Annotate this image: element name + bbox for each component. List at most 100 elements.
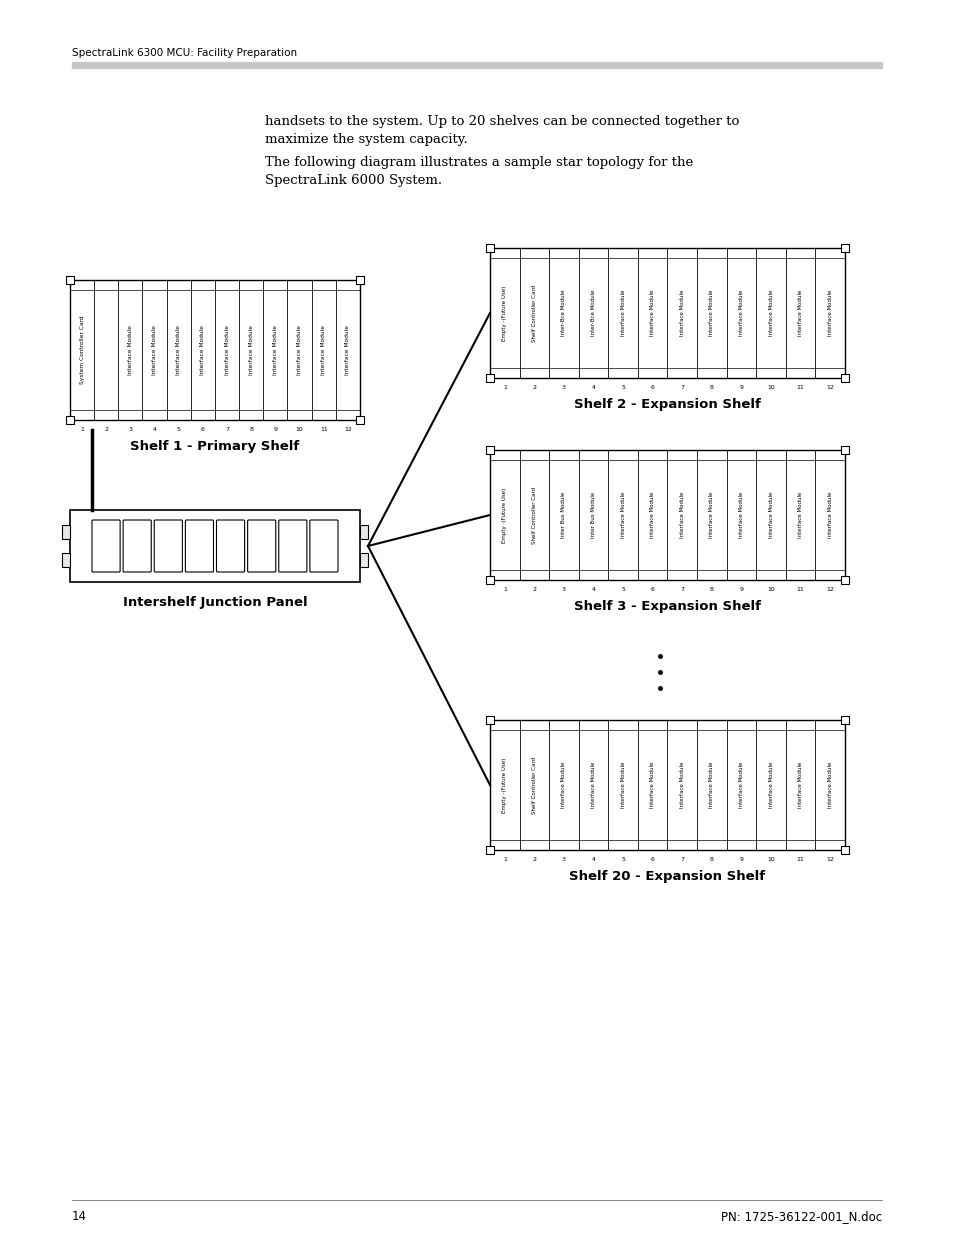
Text: Interface Module: Interface Module bbox=[345, 325, 350, 375]
Text: 11: 11 bbox=[796, 587, 803, 592]
Text: Interface Module: Interface Module bbox=[561, 762, 566, 808]
Bar bbox=[66, 275, 74, 284]
Text: 11: 11 bbox=[796, 857, 803, 862]
Bar bbox=[62, 525, 70, 538]
Text: Interface Module: Interface Module bbox=[709, 492, 714, 538]
Bar bbox=[62, 553, 70, 567]
Text: Empty -(Future Use): Empty -(Future Use) bbox=[502, 488, 507, 542]
Bar bbox=[485, 245, 494, 252]
Text: Interface Module: Interface Module bbox=[768, 290, 773, 336]
Text: 12: 12 bbox=[825, 385, 833, 390]
Text: Empty -(Future Use): Empty -(Future Use) bbox=[502, 285, 507, 341]
Text: 4: 4 bbox=[591, 857, 595, 862]
Bar bbox=[70, 280, 359, 420]
Text: 2: 2 bbox=[532, 857, 536, 862]
Text: 11: 11 bbox=[319, 427, 327, 432]
Text: 10: 10 bbox=[766, 587, 774, 592]
Text: 5: 5 bbox=[176, 427, 180, 432]
FancyBboxPatch shape bbox=[278, 520, 307, 572]
Text: 5: 5 bbox=[620, 587, 624, 592]
Text: 5: 5 bbox=[620, 385, 624, 390]
Bar bbox=[359, 553, 368, 567]
Bar bbox=[841, 374, 848, 382]
Text: 4: 4 bbox=[591, 385, 595, 390]
Text: 7: 7 bbox=[679, 857, 683, 862]
Text: 2: 2 bbox=[104, 427, 108, 432]
Bar bbox=[355, 416, 364, 424]
Text: Interface Module: Interface Module bbox=[709, 762, 714, 808]
Text: Interface Module: Interface Module bbox=[224, 325, 230, 375]
Text: Interface Module: Interface Module bbox=[273, 325, 277, 375]
Text: 2: 2 bbox=[532, 385, 536, 390]
Bar bbox=[841, 576, 848, 584]
Text: 10: 10 bbox=[766, 385, 774, 390]
Text: Interface Module: Interface Module bbox=[798, 492, 802, 538]
Bar bbox=[485, 576, 494, 584]
Bar bbox=[485, 446, 494, 454]
Text: Interface Module: Interface Module bbox=[321, 325, 326, 375]
Text: Interface Module: Interface Module bbox=[176, 325, 181, 375]
Bar bbox=[841, 716, 848, 724]
Text: Shelf Controller Card: Shelf Controller Card bbox=[532, 487, 537, 543]
Text: System Controller Card: System Controller Card bbox=[79, 316, 85, 384]
Text: 12: 12 bbox=[825, 587, 833, 592]
Text: 8: 8 bbox=[709, 857, 713, 862]
FancyBboxPatch shape bbox=[154, 520, 182, 572]
Bar bbox=[359, 525, 368, 538]
Text: Interface Module: Interface Module bbox=[650, 492, 655, 538]
Bar bbox=[70, 510, 359, 582]
Bar bbox=[66, 416, 74, 424]
Text: 4: 4 bbox=[152, 427, 156, 432]
Text: 2: 2 bbox=[532, 587, 536, 592]
Text: Interface Module: Interface Module bbox=[827, 290, 832, 336]
Bar bbox=[485, 716, 494, 724]
Text: 9: 9 bbox=[274, 427, 277, 432]
Text: Interface Module: Interface Module bbox=[296, 325, 302, 375]
FancyBboxPatch shape bbox=[248, 520, 275, 572]
Text: 14: 14 bbox=[71, 1210, 87, 1223]
Bar bbox=[841, 446, 848, 454]
Text: 8: 8 bbox=[249, 427, 253, 432]
Text: 9: 9 bbox=[739, 857, 742, 862]
Text: Shelf 2 - Expansion Shelf: Shelf 2 - Expansion Shelf bbox=[574, 398, 760, 411]
Text: Interface Module: Interface Module bbox=[620, 762, 625, 808]
Text: SpectraLink 6300 MCU: Facility Preparation: SpectraLink 6300 MCU: Facility Preparati… bbox=[71, 48, 296, 58]
Text: Interface Module: Interface Module bbox=[249, 325, 253, 375]
Text: Intershelf Junction Panel: Intershelf Junction Panel bbox=[123, 597, 307, 609]
Text: Interface Module: Interface Module bbox=[620, 290, 625, 336]
Text: 1: 1 bbox=[502, 385, 506, 390]
FancyBboxPatch shape bbox=[310, 520, 337, 572]
Text: Inter Bus Module: Inter Bus Module bbox=[561, 492, 566, 538]
Text: Interface Module: Interface Module bbox=[827, 762, 832, 808]
Text: 3: 3 bbox=[561, 587, 565, 592]
Text: Interface Module: Interface Module bbox=[827, 492, 832, 538]
Text: Interface Module: Interface Module bbox=[709, 290, 714, 336]
Text: PN: 1725-36122-001_N.doc: PN: 1725-36122-001_N.doc bbox=[720, 1210, 882, 1223]
Text: Interface Module: Interface Module bbox=[768, 762, 773, 808]
Text: SpectraLink 6000 System.: SpectraLink 6000 System. bbox=[265, 174, 441, 186]
Text: Inter­Bce Module: Inter­Bce Module bbox=[561, 290, 566, 336]
Text: 9: 9 bbox=[739, 587, 742, 592]
FancyBboxPatch shape bbox=[123, 520, 152, 572]
Bar bbox=[490, 720, 844, 850]
Text: 4: 4 bbox=[591, 587, 595, 592]
Text: 3: 3 bbox=[561, 857, 565, 862]
Text: 9: 9 bbox=[739, 385, 742, 390]
Text: Inter Bus Module: Inter Bus Module bbox=[591, 492, 596, 538]
Text: Inter­Bce Module: Inter­Bce Module bbox=[591, 290, 596, 336]
Text: Interface Module: Interface Module bbox=[591, 762, 596, 808]
Text: 8: 8 bbox=[709, 587, 713, 592]
Text: Interface Module: Interface Module bbox=[128, 325, 132, 375]
Text: Interface Module: Interface Module bbox=[152, 325, 157, 375]
Text: Interface Module: Interface Module bbox=[798, 762, 802, 808]
FancyBboxPatch shape bbox=[216, 520, 244, 572]
Text: 11: 11 bbox=[796, 385, 803, 390]
Bar bbox=[841, 846, 848, 853]
Text: 3: 3 bbox=[129, 427, 132, 432]
Text: Interface Module: Interface Module bbox=[768, 492, 773, 538]
Text: Interface Module: Interface Module bbox=[679, 762, 684, 808]
Text: handsets to the system. Up to 20 shelves can be connected together to: handsets to the system. Up to 20 shelves… bbox=[265, 115, 739, 128]
Text: 1: 1 bbox=[80, 427, 84, 432]
Text: 5: 5 bbox=[620, 857, 624, 862]
Text: 12: 12 bbox=[344, 427, 352, 432]
